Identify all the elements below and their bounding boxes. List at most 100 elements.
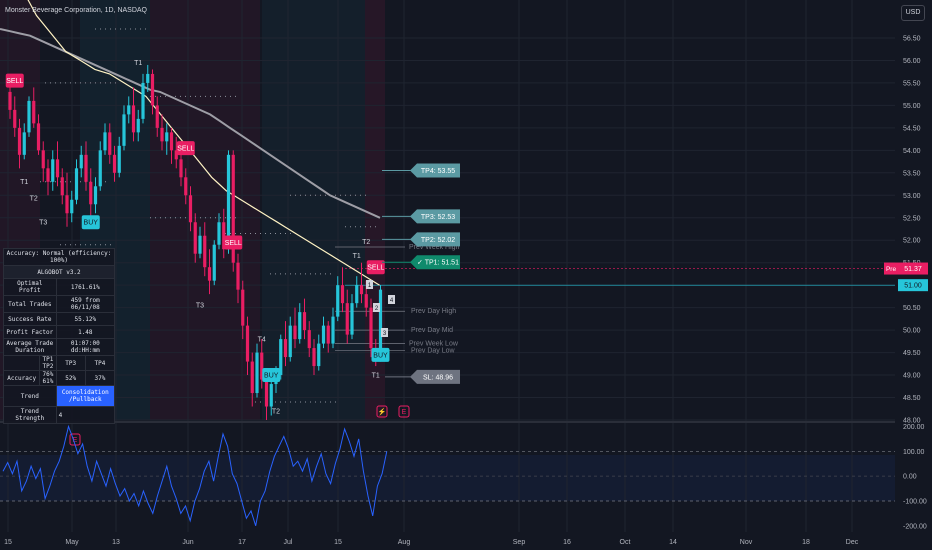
candle <box>65 172 69 227</box>
candle <box>350 294 354 340</box>
candle-body <box>36 123 41 151</box>
candle <box>222 208 226 259</box>
time-tick: 13 <box>112 539 120 546</box>
candle <box>60 168 64 205</box>
osc-tick: 200.00 <box>903 424 925 431</box>
price-tag: 51.00 <box>898 279 928 292</box>
tp-box <box>410 232 460 247</box>
stats-accuracy-note: Accuracy: Normal (efficiency: 100%) <box>3 248 115 266</box>
candle <box>255 343 259 398</box>
candle <box>13 96 17 137</box>
candle-body <box>46 168 50 182</box>
price-tick: 54.50 <box>903 125 921 132</box>
candle <box>141 73 145 124</box>
osc-tick: -200.00 <box>903 523 927 530</box>
price-tick: 52.00 <box>903 238 921 245</box>
price-axis-bg <box>895 0 932 550</box>
candle-body <box>188 195 193 223</box>
candle-body <box>350 303 354 335</box>
candle <box>326 321 330 353</box>
candle <box>155 96 159 137</box>
tp-text: TP4: 53.55 <box>421 168 455 175</box>
candle <box>41 141 45 182</box>
tp-box <box>410 209 460 224</box>
candle-body <box>117 145 121 173</box>
price-tag: Pre 51.37 <box>884 262 928 275</box>
candle <box>331 307 335 349</box>
candle <box>279 334 283 380</box>
candle <box>108 123 112 164</box>
candle <box>312 339 316 376</box>
signal-box <box>224 235 243 250</box>
candle <box>317 334 321 371</box>
candle <box>122 105 126 151</box>
buy-signal: BUY <box>371 347 390 362</box>
candle-body <box>103 132 107 151</box>
candle-body <box>307 330 311 349</box>
candle-body <box>127 105 131 115</box>
candle <box>51 150 55 191</box>
candle-body <box>32 100 36 124</box>
sell-signal: SELL <box>5 73 24 88</box>
price-tick: 53.50 <box>903 170 921 177</box>
candle <box>359 262 364 304</box>
candle <box>150 69 155 115</box>
candle-body <box>155 105 159 128</box>
candle-body <box>279 339 283 376</box>
step-marker: 4 <box>388 295 395 304</box>
candle-body <box>22 132 26 155</box>
currency-button[interactable]: USD <box>901 5 925 21</box>
time-tick: Sep <box>513 539 526 546</box>
candle-body <box>241 289 245 326</box>
event-box <box>398 405 410 418</box>
candle-body <box>179 159 183 178</box>
osc-line <box>2 424 388 526</box>
candle-body <box>141 82 145 119</box>
candle <box>36 114 41 155</box>
signal-label: BUY <box>84 220 99 227</box>
candle <box>46 159 50 196</box>
event-label: E <box>73 437 78 444</box>
candle-body <box>65 195 69 214</box>
step-label: 3 <box>383 331 387 337</box>
price-tick: 50.00 <box>903 328 921 335</box>
candle-body <box>222 222 226 250</box>
candle <box>169 127 174 164</box>
signal-box <box>371 347 390 362</box>
candle <box>22 123 26 160</box>
candle <box>245 316 250 376</box>
candle <box>8 82 12 119</box>
candle-body <box>226 154 231 250</box>
candle-body <box>174 150 178 160</box>
target-marker: T2 <box>362 239 370 246</box>
time-tick: 14 <box>669 539 677 546</box>
price-tick: 54.00 <box>903 148 921 155</box>
candle-body <box>264 379 269 407</box>
tp-label: ✓ TP1: 51.51 <box>382 255 460 270</box>
candle <box>184 168 188 205</box>
candle <box>89 168 93 218</box>
tp-text: TP3: 52.53 <box>421 214 455 221</box>
candle-body <box>79 154 83 169</box>
stats-row: Average Trade Duration 01:07:00 dd:HH:mm <box>3 338 116 356</box>
trend-value: Consolidation /Pullback <box>55 385 116 407</box>
candle-body <box>298 312 302 340</box>
time-tick: Dec <box>846 539 859 546</box>
tp-box <box>410 163 460 178</box>
candle-body <box>193 222 197 254</box>
event-label: ⚡ <box>378 407 387 416</box>
step-box <box>381 328 388 337</box>
candle-body <box>198 235 202 254</box>
candle <box>236 253 240 304</box>
candle-body <box>245 325 250 362</box>
candle <box>288 316 292 362</box>
candle-body <box>326 325 330 344</box>
osc-tick: -100.00 <box>903 498 927 505</box>
candle-body <box>122 114 126 146</box>
tp-box <box>410 369 460 384</box>
candle-body <box>169 132 174 151</box>
time-tick: 15 <box>334 539 342 546</box>
candle <box>117 136 121 178</box>
candle-body <box>212 244 216 281</box>
